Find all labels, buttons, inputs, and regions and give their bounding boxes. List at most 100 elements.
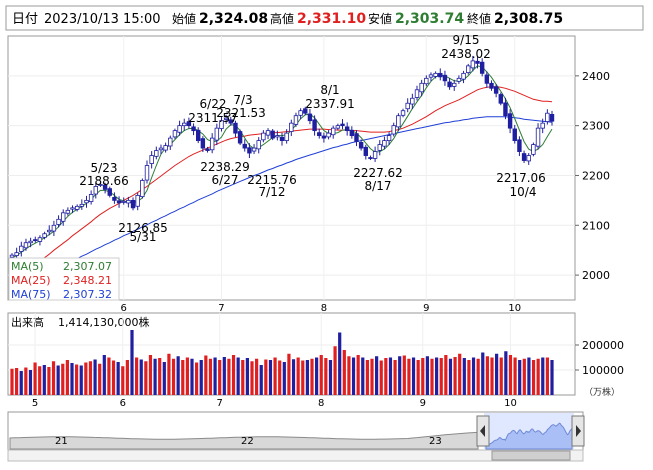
candle-body-up: [154, 150, 159, 157]
candle: [19, 241, 24, 257]
candle-body-down: [102, 184, 108, 190]
candle: [400, 108, 406, 118]
volume-bar-up: [61, 363, 65, 395]
navigator-scrollbar-track[interactable]: [7, 449, 584, 462]
volume-bar-up: [38, 366, 42, 395]
candle: [507, 109, 513, 134]
candle: [200, 136, 206, 153]
navigator-scrollbar-thumb[interactable]: [491, 450, 571, 461]
candle: [475, 56, 480, 69]
candle-body-up: [386, 135, 392, 142]
legend-ma75-value: 2,307.32: [63, 288, 112, 301]
volume-bar-up: [531, 360, 536, 395]
candle: [424, 75, 429, 87]
volume-bar-down: [245, 358, 249, 395]
volume-bar-down: [93, 359, 97, 395]
volume-bar-down: [162, 362, 166, 395]
candle: [512, 124, 517, 144]
candle-body-up: [326, 132, 331, 138]
candle-body-up: [382, 140, 387, 147]
candle-body-up: [535, 127, 541, 147]
candle-body-down: [312, 119, 317, 132]
volume-bar-up: [195, 362, 199, 395]
header-close-value: 2,308.75: [494, 11, 563, 27]
candle: [209, 133, 215, 154]
annotation-price: 2238.29: [200, 160, 250, 174]
candle-body-down: [270, 130, 275, 139]
candle-body-up: [47, 229, 52, 233]
volume-bar-up: [287, 353, 291, 395]
volume-bar-up: [255, 358, 259, 395]
volume-bar-up: [231, 355, 236, 395]
header-low-value: 2,303.74: [395, 11, 464, 27]
volume-bar-up: [467, 360, 471, 395]
volume-bar-up: [324, 358, 328, 395]
candle-body-down: [116, 200, 122, 204]
legend-ma75-label: MA(75): [11, 288, 51, 301]
candle: [405, 98, 410, 113]
navigator-history-area: [9, 431, 479, 450]
ma75-line: [11, 116, 553, 288]
candle: [265, 128, 271, 140]
volume-bar-up: [370, 358, 374, 395]
candle: [144, 160, 150, 184]
annotation-date: 6/22: [200, 97, 227, 111]
volume-bar-down: [102, 355, 106, 395]
price-month-label: 9: [423, 303, 429, 314]
annotation-price: 2438.02: [441, 47, 491, 61]
volume-bar-up: [241, 360, 245, 395]
volume-bar-up: [227, 358, 231, 395]
candle: [545, 109, 550, 125]
candle-body-down: [237, 131, 243, 144]
candle-body-up: [470, 60, 476, 69]
volume-bar-up: [51, 361, 56, 395]
volume-bar-up: [135, 357, 139, 395]
volume-bar-up: [158, 358, 162, 395]
volume-bar-up: [310, 358, 314, 395]
navigator-label-21: 21: [55, 436, 68, 447]
candle-body-down: [279, 136, 285, 142]
volume-bar-up: [107, 357, 111, 395]
candle: [419, 79, 424, 97]
annotation-price: 2227.62: [353, 166, 403, 180]
volume-month-labels: 5 6 7 8 9 10: [32, 398, 517, 409]
navigator-right-handle[interactable]: [571, 415, 585, 447]
candle: [414, 85, 420, 101]
candle: [93, 182, 98, 199]
volume-panel: [7, 312, 576, 396]
volume-bar-up: [379, 360, 383, 395]
ma75-series: [11, 116, 553, 288]
volume-bar-up: [148, 355, 153, 395]
candle: [154, 146, 159, 160]
candle: [303, 106, 308, 116]
candle: [479, 58, 485, 77]
candle: [237, 129, 243, 146]
candle: [84, 195, 89, 208]
volume-bar-down: [305, 360, 309, 395]
header-open-label: 始値: [172, 11, 196, 26]
candle: [535, 123, 541, 150]
candle-body-up: [284, 132, 289, 142]
candle-body-up: [265, 130, 271, 136]
candle: [498, 92, 503, 106]
candle-body-down: [107, 188, 112, 196]
annotation-date: 7/12: [259, 185, 286, 199]
candle: [307, 109, 313, 125]
candle: [256, 137, 261, 154]
volume-bar-down: [153, 358, 157, 395]
volume-bars: [10, 330, 554, 395]
header-high-value: 2,331.10: [297, 11, 366, 27]
candle: [74, 204, 80, 212]
navigator-left-handle[interactable]: [476, 415, 490, 447]
candle-body-up: [293, 115, 299, 125]
ma25-series: [11, 86, 553, 284]
volume-bar-down: [550, 360, 554, 395]
volume-bar-up: [513, 357, 517, 395]
volume-bar-up: [167, 353, 171, 395]
candle-body-up: [531, 144, 536, 155]
candle: [540, 118, 545, 134]
candle: [112, 192, 117, 204]
candle-body-down: [344, 126, 350, 132]
candle-body-up: [372, 151, 378, 159]
volume-bar-up: [545, 357, 549, 395]
